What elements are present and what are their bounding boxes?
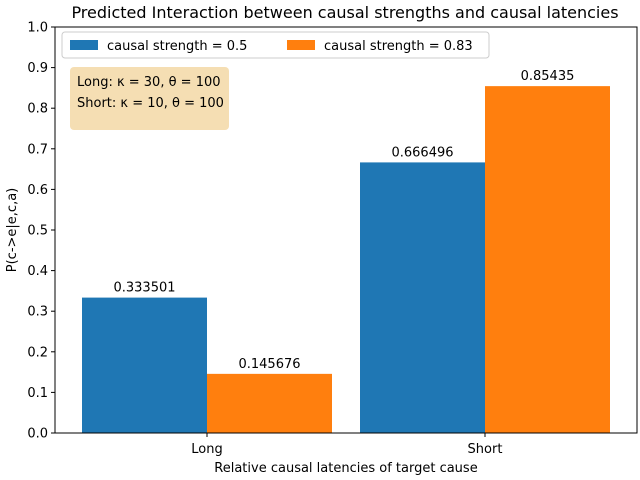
bars-group: 0.333501 0.145676 0.666496 0.85435 — [82, 69, 610, 433]
legend-swatch-strength-0.5 — [70, 40, 98, 50]
annotation-line-short: Short: κ = 10, θ = 100 — [77, 96, 224, 111]
y-tick-label: 0.8 — [27, 102, 48, 117]
y-tick-label: 0.4 — [27, 264, 48, 279]
bar-long-series-0 — [82, 297, 207, 433]
y-tick-label: 0.3 — [27, 305, 48, 320]
y-tick-label: 0.5 — [27, 224, 48, 239]
y-tick-label: 0.2 — [27, 345, 48, 360]
y-axis-label: P(c->e|e,c,a) — [5, 188, 20, 272]
y-tick-label: 0.6 — [27, 183, 48, 198]
data-label-short-series-0: 0.666496 — [391, 145, 453, 160]
plot-frame — [54, 26, 638, 434]
chart-title: Predicted Interaction between causal str… — [71, 3, 618, 22]
data-label-long-series-0: 0.333501 — [113, 281, 175, 296]
ticks-group: 0.0 0.1 0.2 0.3 0.4 0.5 0.6 0.7 0.8 0.9 1.0 Long Sho… — [27, 21, 502, 458]
x-tick-label-long: Long — [191, 442, 222, 457]
legend-box — [61, 31, 490, 59]
legend: causal strength = 0.5 causal strength = … — [61, 31, 490, 59]
x-tick-label-short: Short — [468, 442, 503, 457]
data-label-long-series-1: 0.145676 — [238, 357, 300, 372]
legend-swatch-strength-0.83 — [287, 40, 315, 50]
annotation-line-long: Long: κ = 30, θ = 100 — [77, 75, 221, 90]
y-tick-label: 0.1 — [27, 386, 48, 401]
y-tick-label: 0.7 — [27, 142, 48, 157]
bar-short-series-1 — [485, 86, 610, 433]
parameter-annotation: Long: κ = 30, θ = 100 Short: κ = 10, θ =… — [70, 67, 229, 130]
annotation-box — [70, 67, 229, 130]
bar-long-series-1 — [207, 373, 332, 433]
y-tick-label: 1.0 — [27, 21, 48, 36]
legend-label-strength-0.83: causal strength = 0.83 — [324, 39, 473, 54]
data-label-short-series-1: 0.85435 — [521, 69, 575, 84]
y-tick-label: 0.0 — [27, 427, 48, 442]
y-tick-label: 0.9 — [27, 61, 48, 76]
legend-label-strength-0.5: causal strength = 0.5 — [107, 39, 247, 54]
bar-short-series-0 — [360, 162, 485, 433]
x-axis-label: Relative causal latencies of target caus… — [214, 461, 477, 476]
